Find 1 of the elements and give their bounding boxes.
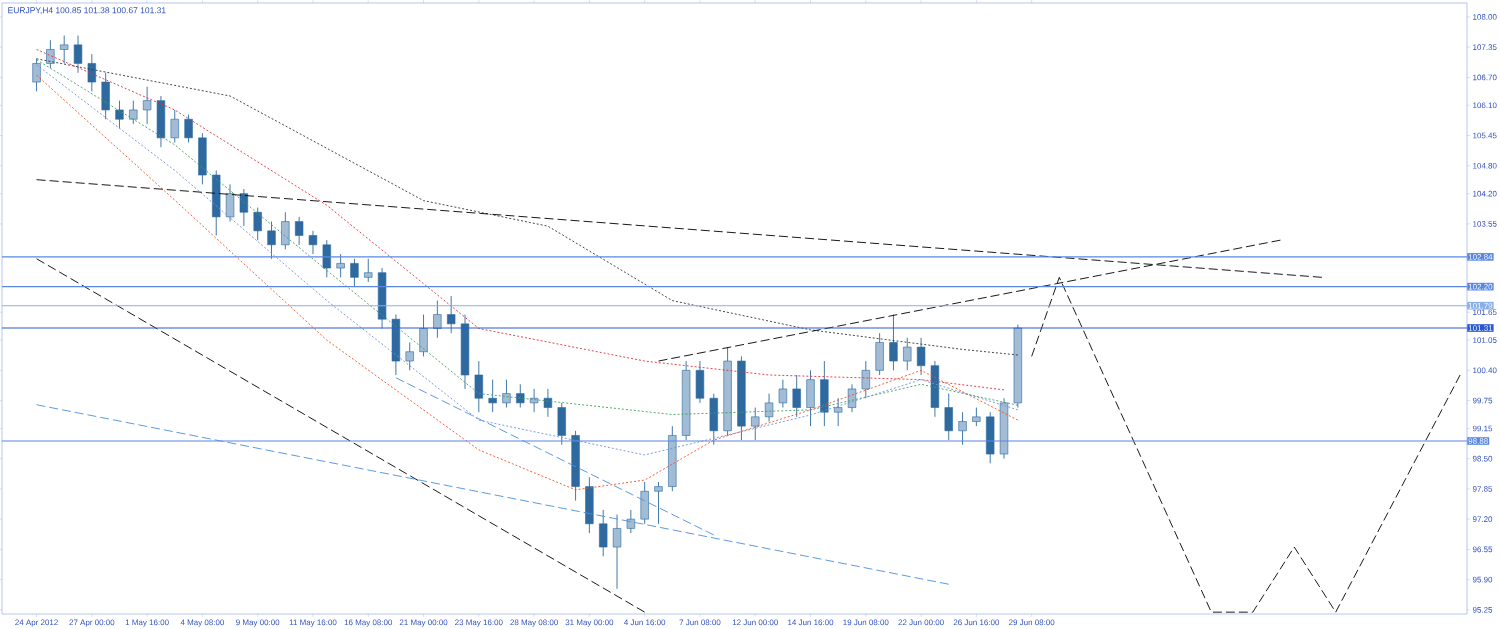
chart-title: EURJPY,H4 100.85 101.38 100.67 101.31 (8, 7, 166, 15)
